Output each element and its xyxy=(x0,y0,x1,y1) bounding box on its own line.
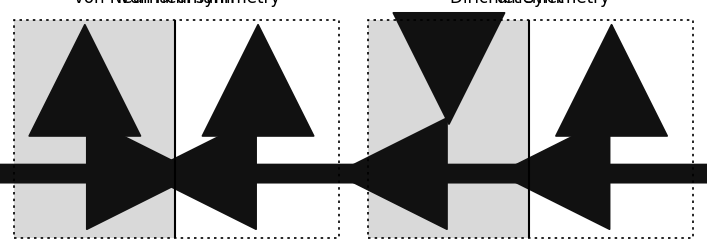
Point xyxy=(252,172,264,176)
Bar xyxy=(529,20,693,238)
Point xyxy=(606,72,617,76)
Point xyxy=(606,172,617,176)
Point xyxy=(443,72,455,76)
Bar xyxy=(175,20,339,238)
Text: Dirichlet symmetry: Dirichlet symmetry xyxy=(450,0,610,7)
Point xyxy=(79,172,90,176)
Point xyxy=(252,72,264,76)
Text: dirichlet: dirichlet xyxy=(496,0,564,7)
Bar xyxy=(14,20,175,238)
Text: von Neumann symmetry: von Neumann symmetry xyxy=(74,0,280,7)
Bar xyxy=(368,20,529,238)
Text: von neumann: von neumann xyxy=(119,0,234,7)
Point xyxy=(443,172,455,176)
Point xyxy=(79,72,90,76)
